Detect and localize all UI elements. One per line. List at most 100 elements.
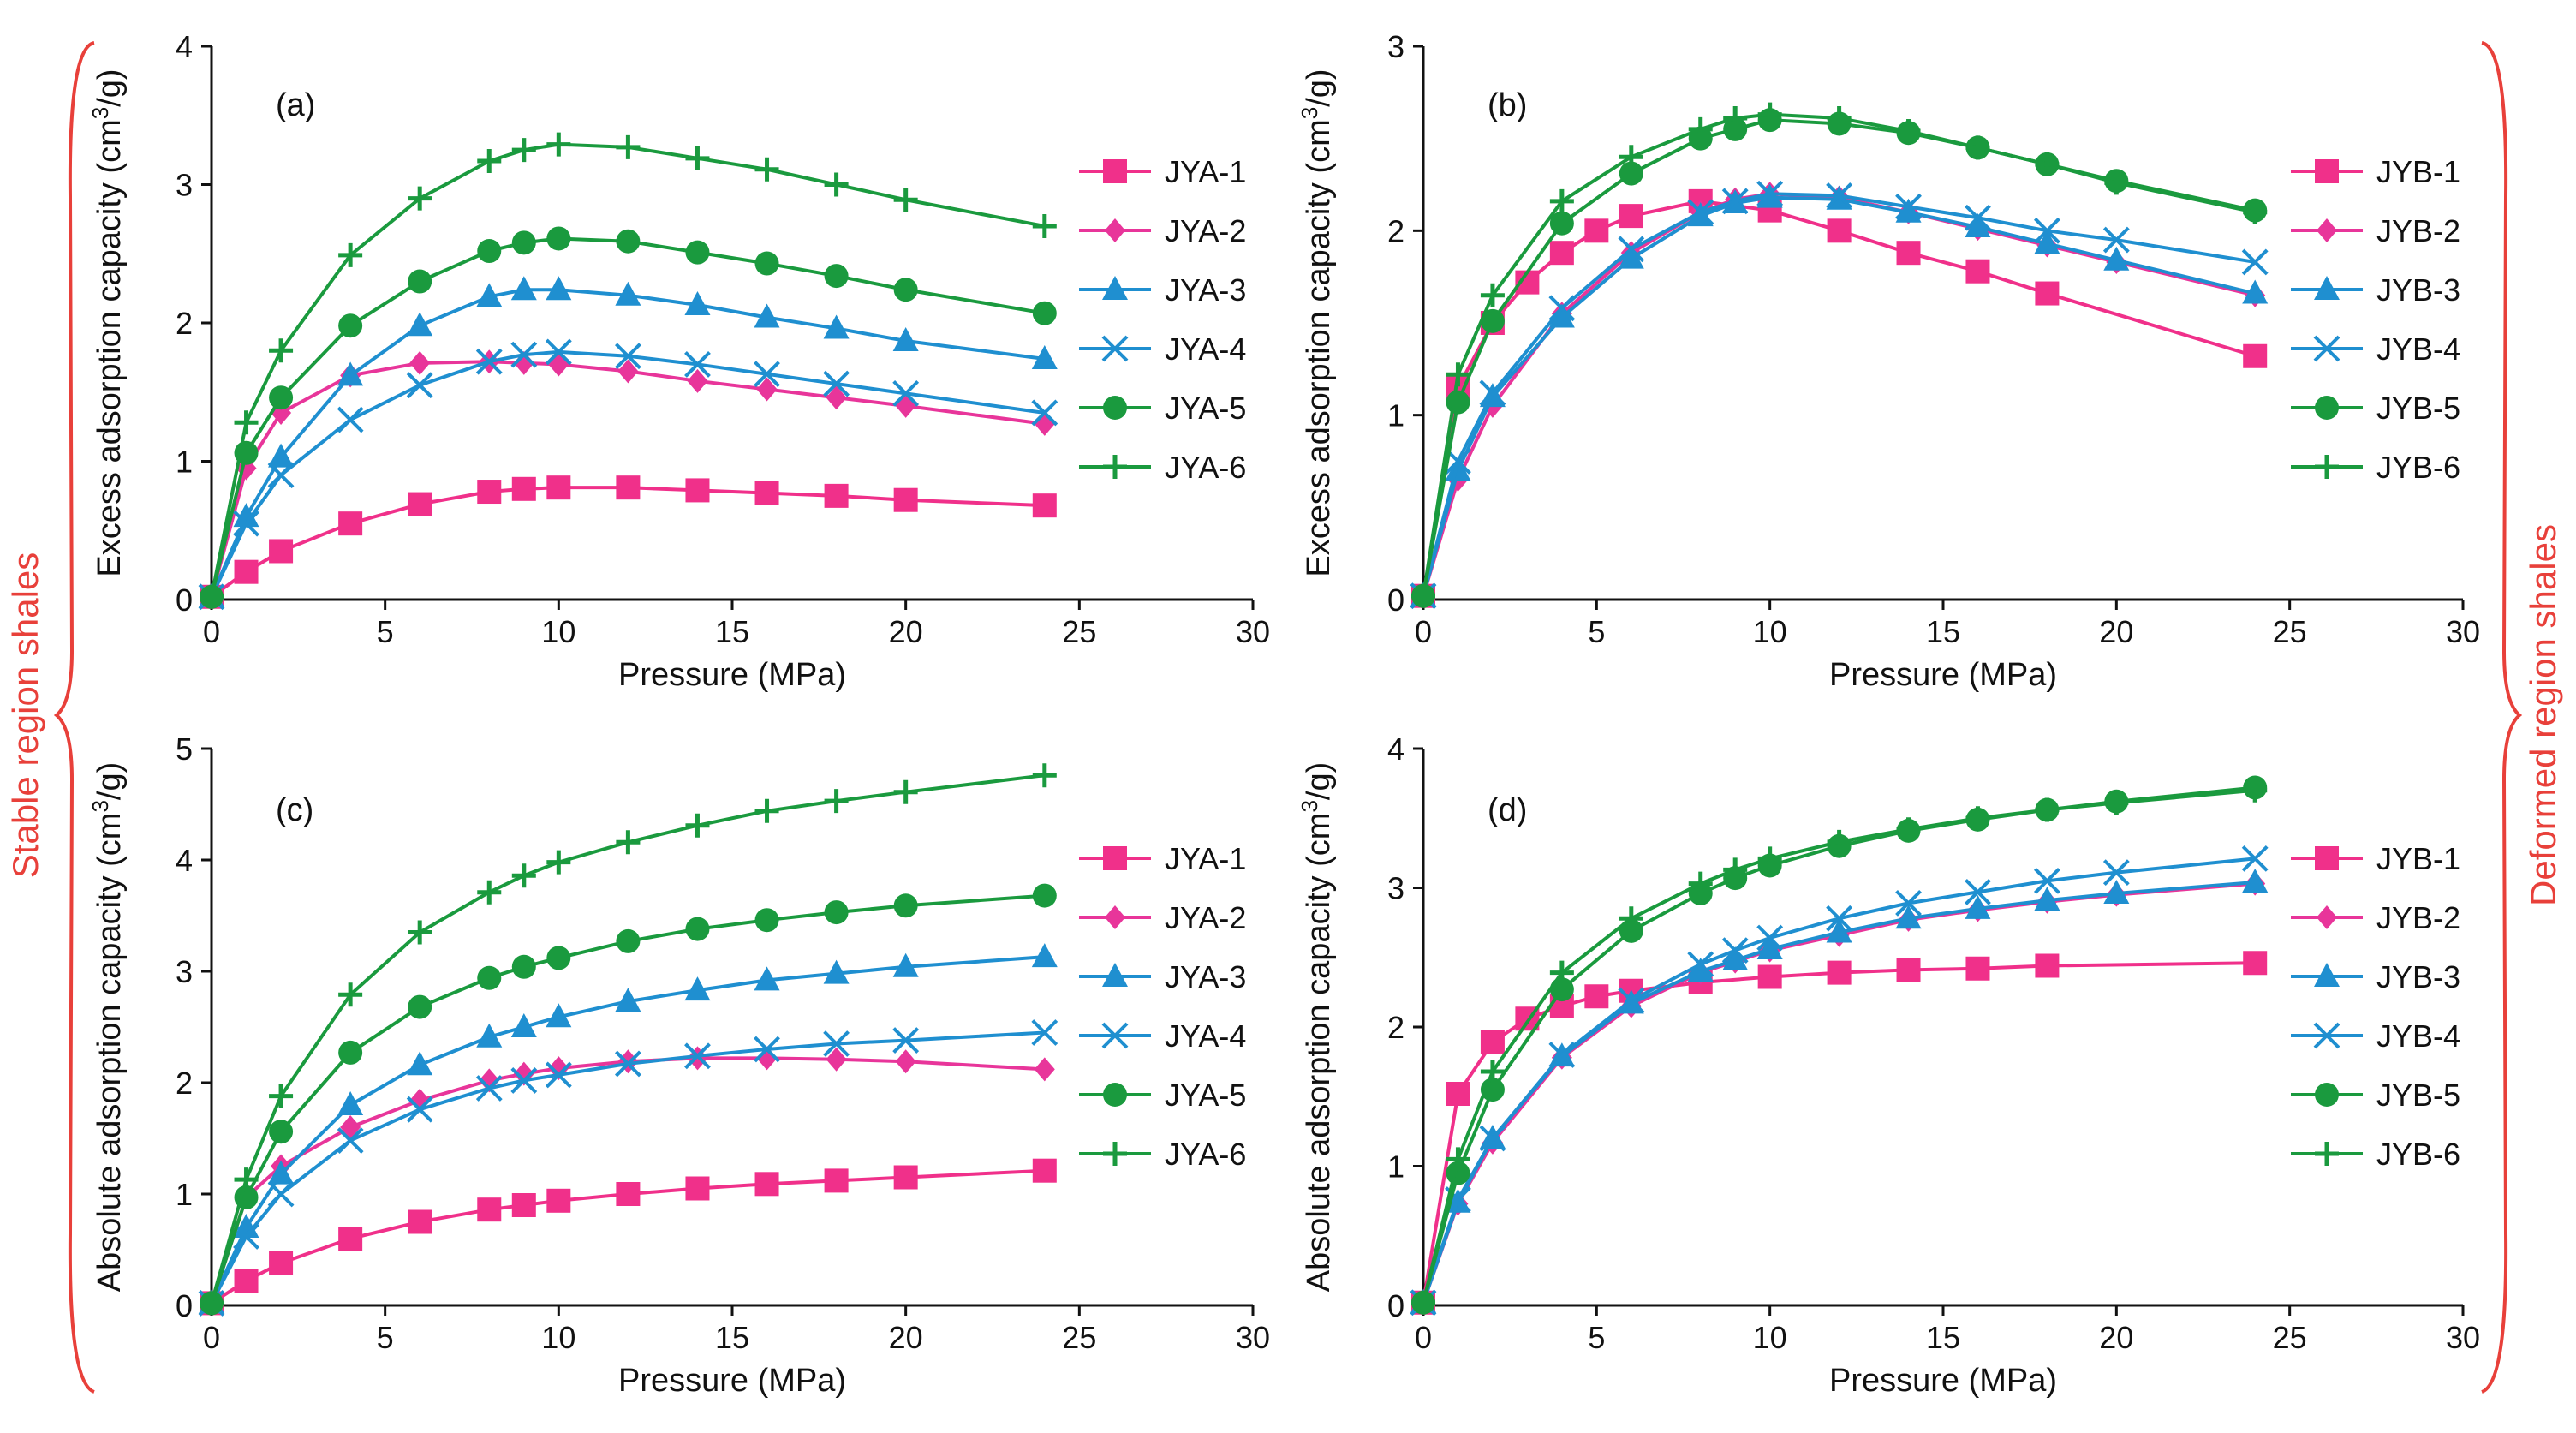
data-point [406,1096,433,1123]
data-point [267,462,295,489]
right-brace [2481,41,2523,1394]
right-side-label: Deformed region shales [2523,524,2563,906]
x-tick-label: 5 [1588,1320,1605,1355]
data-point [1480,283,1505,307]
data-point [754,157,779,182]
y-tick-label: 3 [176,954,193,989]
data-point [2103,246,2130,271]
data-point [1549,188,1574,213]
data-point [892,379,920,407]
data-point [2034,887,2060,911]
data-point [476,283,503,307]
data-point [2241,248,2269,276]
data-point [510,341,538,368]
data-point [684,351,711,378]
data-point [1826,182,1853,209]
series-line [210,288,1046,598]
data-point [338,1227,363,1251]
data-point [1826,918,1852,943]
data-point [477,480,502,505]
legend-entry-JYA-1: JYA-1 [1079,841,1246,876]
data-point [1032,301,1057,325]
data-point [824,1168,849,1193]
legend-entry-JYB-4: JYB-4 [2291,1018,2460,1054]
data-point [824,264,849,289]
data-point [1032,1158,1057,1183]
data-point [546,850,571,875]
legend-label: JYA-6 [1165,450,1246,485]
data-point [1965,806,1990,831]
series-line [1422,192,2256,597]
data-point [614,1050,641,1078]
legend-label: JYB-2 [2376,900,2460,935]
legend-label: JYB-6 [2376,450,2460,485]
y-axis-title-main: Excess adsorption capacity (cm [92,119,128,576]
y-tick-label: 0 [1387,1288,1404,1323]
data-point [546,946,571,970]
legend-entry-JYB-6: JYB-6 [2291,1137,2460,1172]
left-brace [53,41,95,1394]
series-line [1422,195,2256,597]
data-point [684,976,711,1001]
x-axis-title: Pressure (MPa) [1829,1363,2057,1399]
legend-label: JYB-1 [2376,154,2460,189]
legend-marker [1103,846,1127,870]
y-tick-label: 2 [1387,213,1404,248]
y-axis-title-tail: /g) [1301,762,1337,800]
data-point [1721,188,1749,215]
series-line [1422,785,2256,1304]
x-tick-label: 10 [1753,614,1787,649]
data-point [338,313,363,338]
data-point [2104,170,2129,195]
data-point [546,1188,571,1213]
data-point [408,269,432,294]
data-point [2033,217,2060,244]
data-point [1032,763,1057,788]
series-JYA-5 [200,883,1057,1316]
data-point [616,1182,641,1206]
data-point [511,954,536,979]
data-point [1965,259,1990,284]
legend-marker [2317,905,2337,929]
data-point [338,242,363,267]
legend-entry-JYA-3: JYA-3 [1079,959,1246,994]
legend-entry-JYB-4: JYB-4 [2291,331,2460,367]
x-tick-label: 20 [2099,614,2133,649]
data-point [1619,906,1643,931]
data-point [1032,883,1057,908]
data-point [893,278,918,302]
y-tick-label: 1 [176,445,193,480]
data-point [2102,859,2130,887]
data-point [338,982,363,1007]
data-point [826,385,847,410]
data-point [337,406,364,433]
series-JYA-3 [199,943,1058,1314]
data-point [233,1222,259,1250]
chart-panel-2: 0 5 10 15 20 25 30 0 1 2 3 Pressure (MPa) Excess ads… [1297,29,2480,693]
data-point [1549,211,1574,236]
y-axis-title-tail: /g) [92,69,128,106]
data-point [1965,956,1990,981]
series-line [1422,199,2256,597]
x-tick-label: 10 [541,614,575,649]
data-point [511,138,536,163]
data-point [1549,241,1574,266]
data-point [615,988,641,1012]
data-point [1757,846,1782,871]
data-point [614,343,641,370]
series-JYA-3 [199,276,1058,607]
legend-marker [2317,218,2337,242]
data-point [2034,230,2060,254]
series-line [1422,961,2256,1304]
y-axis-title: Absolute adsorption capacity (cm3/g) [1297,762,1337,1293]
data-point [511,863,536,888]
series-line [1422,112,2256,597]
data-point [823,370,850,397]
legend-entry-JYB-6: JYB-6 [2291,450,2460,485]
data-point [616,830,641,855]
data-point [1032,213,1057,238]
data-point [2035,281,2060,306]
data-point [824,483,849,508]
data-point [1896,958,1921,982]
data-point [2035,797,2060,822]
